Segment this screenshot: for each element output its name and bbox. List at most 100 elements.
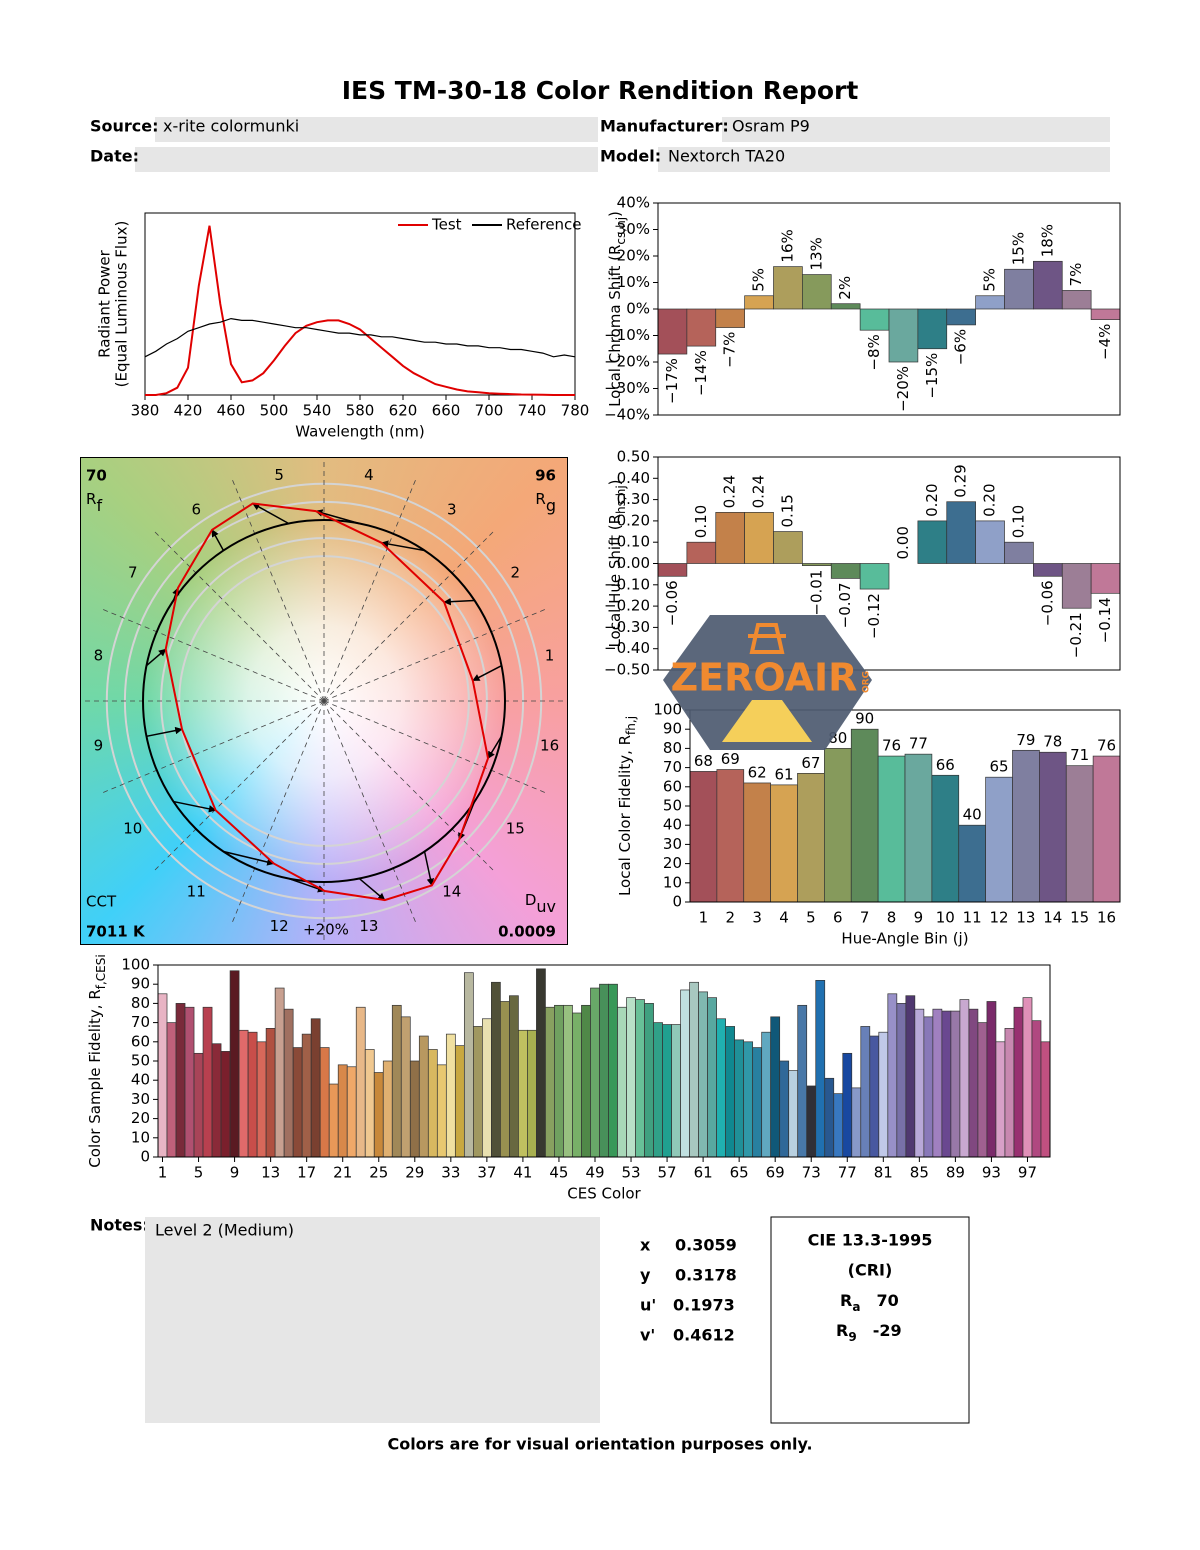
- y-tick-label: 0.10: [617, 533, 650, 551]
- bar: [283, 1008, 294, 1158]
- bar: [950, 1010, 961, 1158]
- bar: [830, 563, 861, 579]
- bin-label: 11: [187, 883, 206, 901]
- bar: [797, 773, 825, 903]
- value-label: 67: [801, 754, 820, 772]
- field-value: x-rite colormunki: [163, 117, 299, 136]
- x-tick-label: 6: [833, 909, 843, 927]
- bar: [689, 981, 699, 1158]
- x-tick-label: 61: [694, 1164, 713, 1182]
- shift-arrow: [146, 726, 183, 738]
- bar: [788, 1070, 799, 1158]
- bin-label: 8: [94, 647, 104, 665]
- y-tick-label: 0: [140, 1148, 150, 1166]
- cct-label: CCT: [86, 893, 117, 911]
- bar: [608, 983, 618, 1158]
- value-label: 16%: [778, 229, 796, 262]
- bar: [1013, 1006, 1024, 1158]
- value-label: −0.12: [865, 593, 883, 639]
- y-tick-label: −40%: [604, 406, 650, 424]
- bar: [773, 266, 803, 310]
- bar: [914, 1008, 925, 1158]
- bar: [752, 1047, 763, 1158]
- bin-label: 14: [442, 883, 461, 901]
- bar: [797, 1004, 808, 1158]
- shift-arrow: [423, 851, 435, 887]
- y-tick-label: 0.20: [617, 511, 650, 529]
- x-tick-label: 780: [561, 402, 590, 420]
- bar: [563, 1004, 573, 1158]
- x-tick-label: 16: [1097, 909, 1116, 927]
- cri-row: R9 -29: [836, 1321, 902, 1344]
- bin-label: 13: [359, 917, 378, 935]
- x-tick-label: 12: [990, 909, 1009, 927]
- bar: [995, 1041, 1006, 1158]
- y-tick-label: 70: [131, 1013, 150, 1031]
- value-label: 77: [909, 735, 928, 753]
- x-tick-label: 420: [174, 402, 203, 420]
- x-tick-label: 13: [1016, 909, 1035, 927]
- chromaticity-label: x: [640, 1236, 651, 1255]
- bar: [1004, 541, 1034, 564]
- cri-symbol: R: [840, 1291, 852, 1310]
- value-label: −14%: [692, 350, 710, 396]
- value-label: 5%: [981, 268, 999, 292]
- y-tick-label: 10: [663, 873, 682, 891]
- shift-arrow: [443, 597, 475, 606]
- value-label: 76: [882, 737, 901, 755]
- x-tick-label: 620: [389, 402, 418, 420]
- bar: [382, 1060, 393, 1158]
- label-part: Local Hue Shift (R: [606, 514, 624, 648]
- shift-arrow: [314, 509, 360, 525]
- bar: [1039, 751, 1067, 903]
- line-series: [144, 317, 576, 358]
- y-tick-label: −30%: [604, 379, 650, 397]
- bar: [346, 1066, 357, 1158]
- bar: [842, 1052, 853, 1158]
- shift-arrow: [487, 735, 503, 759]
- label-part: ): [606, 211, 624, 217]
- x-tick-label: 65: [730, 1164, 749, 1182]
- y-tick-label: −0.10: [604, 575, 650, 593]
- x-tick-label: 700: [475, 402, 504, 420]
- value-label: 40: [963, 806, 982, 824]
- field-value: Nextorch TA20: [668, 147, 785, 166]
- value-label: 0.00: [894, 526, 912, 559]
- value-label: 0.29: [952, 464, 970, 497]
- bin-divider: [231, 700, 325, 923]
- bar: [491, 981, 501, 1158]
- x-tick-label: 14: [1043, 909, 1062, 927]
- y-tick-label: −20%: [604, 353, 650, 371]
- bar: [824, 748, 852, 903]
- bar: [1090, 563, 1121, 594]
- x-tick-label: 29: [405, 1164, 424, 1182]
- bin-divider: [323, 479, 417, 702]
- y-tick-label: 10%: [617, 273, 650, 291]
- bar: [707, 997, 717, 1158]
- value-label: 7%: [1067, 263, 1085, 287]
- value-label: −8%: [865, 334, 883, 370]
- bar: [958, 824, 986, 903]
- label-part: Color Sample Fidelity, R: [86, 989, 104, 1167]
- value-label: −0.21: [1067, 612, 1085, 658]
- bar: [946, 501, 976, 564]
- bar: [985, 776, 1013, 903]
- x-tick-label: 580: [346, 402, 375, 420]
- y-tick-label: −0.20: [604, 597, 650, 615]
- bar: [917, 308, 948, 350]
- reference-circle: [142, 519, 506, 883]
- y-tick-label: 0.30: [617, 490, 650, 508]
- bar: [229, 970, 240, 1158]
- bar: [454, 1045, 465, 1158]
- bin-divider: [102, 608, 325, 702]
- chromaticity-value: 0.1973: [673, 1296, 735, 1315]
- bin-label: 9: [94, 736, 104, 754]
- bin-label: 16: [540, 736, 559, 754]
- y-axis-label: Color Sample Fidelity, Rf,CESi: [86, 954, 108, 1167]
- x-tick-label: 41: [513, 1164, 532, 1182]
- bar: [1012, 749, 1040, 903]
- y-tick-label: 50: [663, 797, 682, 815]
- label-part: R: [86, 490, 96, 508]
- value-label: 0.24: [750, 475, 768, 508]
- bar: [743, 782, 771, 903]
